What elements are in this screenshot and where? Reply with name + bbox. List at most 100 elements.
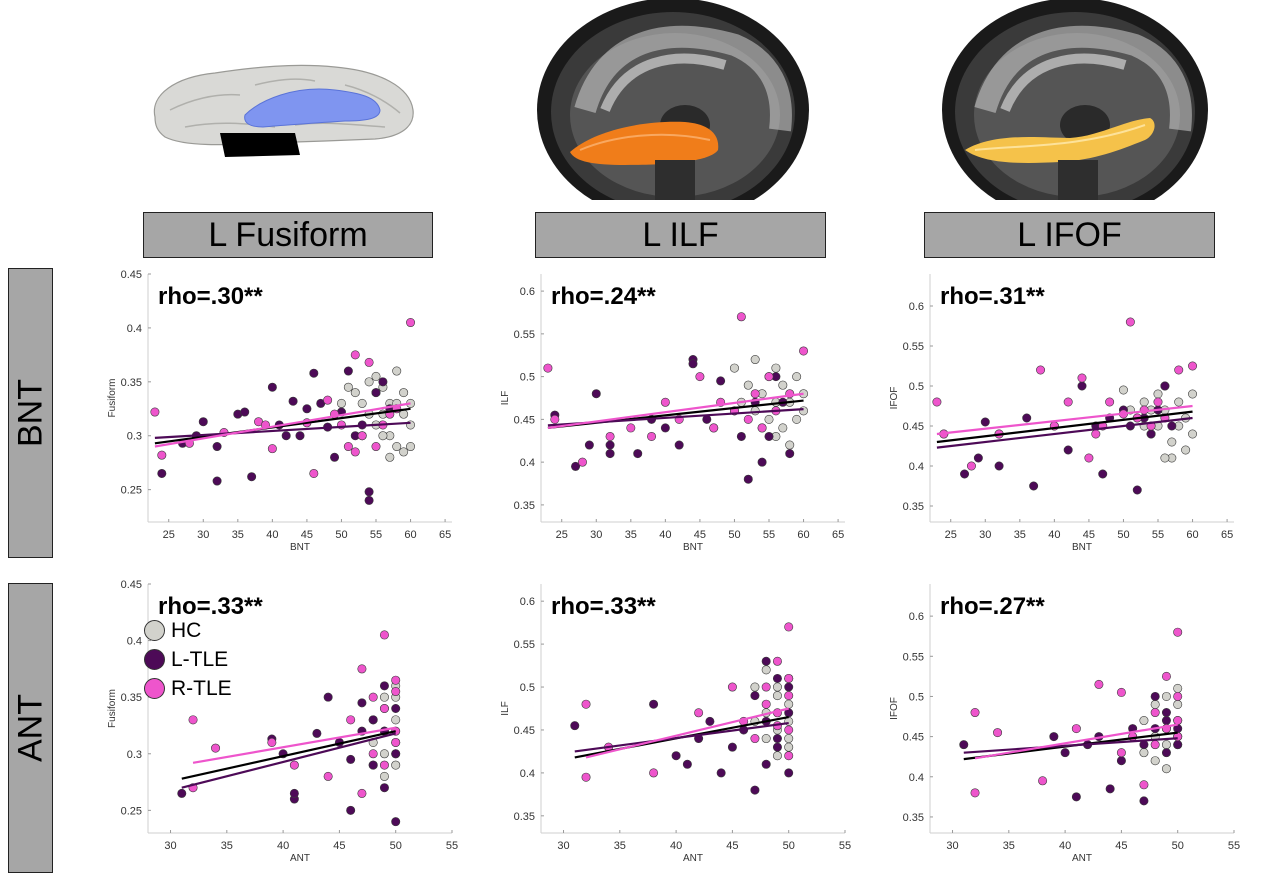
point-l-tle: [727, 742, 737, 752]
point-r-tle: [966, 461, 976, 471]
point-l-tle: [571, 461, 581, 471]
point-r-tle: [736, 312, 746, 322]
point-l-tle: [960, 469, 970, 479]
point-l-tle: [323, 692, 333, 702]
y-axis-label: ILF: [500, 391, 511, 405]
point-r-tle: [1139, 780, 1149, 790]
x-tick-label: 35: [221, 840, 233, 852]
column-header-fusiform: L Fusiform: [143, 212, 433, 258]
point-hc: [1181, 445, 1191, 455]
point-r-tle: [150, 407, 160, 417]
y-tick-label: 0.6: [520, 286, 535, 298]
legend-marker-hc: [144, 620, 165, 641]
y-axis-label: IFOF: [889, 697, 900, 720]
point-l-tle: [716, 376, 726, 386]
point-l-tle: [772, 734, 782, 744]
point-r-tle: [784, 691, 794, 701]
point-r-tle: [1038, 776, 1048, 786]
point-hc: [1118, 385, 1128, 395]
point-r-tle: [1188, 361, 1198, 371]
point-l-tle: [591, 389, 601, 399]
point-r-tle: [993, 728, 1003, 738]
y-axis-label: IFOF: [889, 387, 900, 410]
correlation-label: rho=.27**: [940, 593, 1045, 620]
x-axis-label: ANT: [683, 853, 703, 864]
point-hc: [729, 363, 739, 373]
point-hc: [392, 366, 402, 376]
legend-item-hc: HC: [144, 616, 254, 645]
legend: HC L-TLE R-TLE: [144, 616, 254, 703]
x-tick-label: 60: [797, 529, 809, 541]
point-l-tle: [757, 457, 767, 467]
point-r-tle: [1063, 397, 1073, 407]
point-hc: [406, 442, 416, 452]
legend-label-r-tle: R-TLE: [171, 676, 232, 700]
point-r-tle: [1173, 716, 1183, 726]
x-tick-label: 50: [390, 840, 402, 852]
point-l-tle: [346, 805, 356, 815]
point-hc: [785, 440, 795, 450]
point-r-tle: [750, 389, 760, 399]
point-hc: [1188, 429, 1198, 439]
point-l-tle: [1173, 740, 1183, 750]
x-tick-label: 40: [277, 840, 289, 852]
point-r-tle: [1036, 365, 1046, 375]
point-l-tle: [212, 476, 222, 486]
y-tick-label: 0.4: [909, 461, 924, 473]
row-label-ant-text: ANT: [11, 694, 49, 762]
point-hc: [778, 380, 788, 390]
point-hc: [1188, 389, 1198, 399]
point-r-tle: [346, 715, 356, 725]
x-tick-label: 30: [979, 529, 991, 541]
point-r-tle: [1071, 724, 1081, 734]
point-r-tle: [709, 423, 719, 433]
point-r-tle: [379, 704, 389, 714]
point-r-tle: [757, 423, 767, 433]
point-l-tle: [764, 431, 774, 441]
x-axis-label: ANT: [290, 853, 310, 864]
point-l-tle: [240, 407, 250, 417]
y-tick-label: 0.25: [121, 805, 142, 817]
point-r-tle: [543, 363, 553, 373]
y-tick-label: 0.5: [909, 381, 924, 393]
point-r-tle: [1094, 679, 1104, 689]
y-tick-label: 0.35: [903, 812, 924, 824]
correlation-label: rho=.33**: [158, 593, 263, 620]
point-hc: [761, 734, 771, 744]
x-tick-label: 60: [1186, 529, 1198, 541]
point-r-tle: [379, 630, 389, 640]
y-tick-label: 0.4: [909, 772, 924, 784]
point-l-tle: [364, 495, 374, 505]
point-r-tle: [188, 715, 198, 725]
y-tick-label: 0.45: [514, 414, 535, 426]
point-l-tle: [1029, 481, 1039, 491]
point-hc: [391, 715, 401, 725]
legend-label-hc: HC: [171, 618, 202, 642]
point-hc: [1161, 764, 1171, 774]
point-l-tle: [1022, 413, 1032, 423]
point-r-tle: [1161, 671, 1171, 681]
point-r-tle: [750, 734, 760, 744]
scatter-ifof-ant: 30 35 40 45 50 55 0.35 0.4 0.45 0.5 0.55 0.6 ANT IFOF…: [889, 584, 1240, 864]
point-r-tle: [350, 447, 360, 457]
x-tick-label: 50: [1172, 840, 1184, 852]
x-tick-label: 55: [1228, 840, 1240, 852]
point-hc: [399, 388, 409, 398]
point-r-tle: [581, 699, 591, 709]
x-axis-label: BNT: [290, 542, 310, 553]
point-hc: [792, 372, 802, 382]
point-hc: [778, 423, 788, 433]
point-hc: [799, 406, 809, 416]
y-tick-label: 0.4: [127, 636, 142, 648]
point-r-tle: [379, 760, 389, 770]
point-r-tle: [932, 397, 942, 407]
fit-line-r-tle: [936, 404, 1193, 436]
y-tick-label: 0.55: [514, 329, 535, 341]
row-label-bnt: BNT: [8, 268, 53, 558]
point-l-tle: [761, 656, 771, 666]
point-l-tle: [716, 768, 726, 778]
point-r-tle: [267, 737, 277, 747]
scatter-ilf-ant: 30 35 40 45 50 55 0.35 0.4 0.45 0.5 0.55 0.6 ANT ILF r…: [500, 584, 851, 864]
point-l-tle: [671, 751, 681, 761]
x-tick-label: 35: [1003, 840, 1015, 852]
